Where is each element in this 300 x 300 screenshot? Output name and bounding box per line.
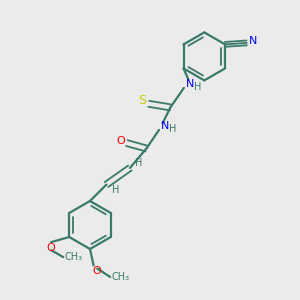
Text: O: O: [116, 136, 125, 146]
Text: O: O: [47, 243, 56, 253]
Text: N: N: [161, 121, 169, 131]
Text: H: H: [135, 158, 142, 168]
Text: O: O: [93, 266, 102, 276]
Text: H: H: [112, 185, 119, 195]
Text: N: N: [186, 79, 194, 89]
Text: CH₃: CH₃: [65, 252, 83, 262]
Text: CH₃: CH₃: [112, 272, 130, 282]
Text: H: H: [194, 82, 201, 92]
Text: S: S: [138, 94, 146, 107]
Text: H: H: [169, 124, 176, 134]
Text: N: N: [249, 36, 257, 46]
